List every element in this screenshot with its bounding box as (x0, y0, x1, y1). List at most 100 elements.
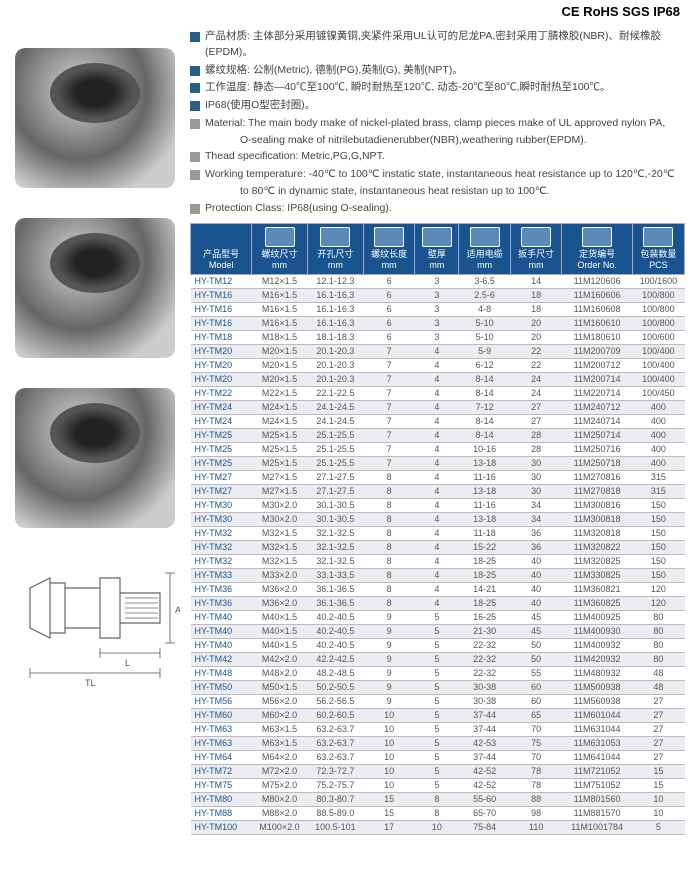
table-row: HY-TM18M18×1.518.1-18.3635-102011M180610… (191, 330, 685, 344)
table-cell: HY-TM27 (191, 470, 252, 484)
table-cell: 80.3-80.7 (307, 792, 363, 806)
spec-text: Thead specification: Metric,PG,G,NPT. (205, 149, 685, 165)
table-cell: 50 (510, 638, 562, 652)
header-cn: 扳手尺寸 (513, 249, 560, 260)
table-cell: 27 (632, 736, 684, 750)
header-cn: 螺纹尺寸 (254, 249, 305, 260)
table-cell: 55 (510, 666, 562, 680)
table-cell: HY-TM25 (191, 428, 252, 442)
table-cell: 22-32 (459, 652, 511, 666)
table-cell: 11M200709 (562, 344, 632, 358)
table-cell: 36 (510, 526, 562, 540)
table-cell: 4 (415, 582, 459, 596)
table-cell: 5 (415, 652, 459, 666)
table-cell: 80 (632, 652, 684, 666)
table-cell: 7 (363, 456, 415, 470)
table-cell: 22-32 (459, 638, 511, 652)
header-icon (422, 227, 452, 247)
header-en: mm (254, 260, 305, 271)
column-header: 扳手尺寸mm (510, 224, 562, 275)
table-cell: 25.1-25.5 (307, 442, 363, 456)
table-cell: 11M400930 (562, 624, 632, 638)
table-cell: 98 (510, 806, 562, 820)
table-cell: 315 (632, 484, 684, 498)
table-cell: 11M601044 (562, 708, 632, 722)
table-cell: 8 (363, 554, 415, 568)
table-cell: 20 (510, 330, 562, 344)
table-cell: 30-38 (459, 694, 511, 708)
table-cell: 4 (415, 470, 459, 484)
table-cell: HY-TM18 (191, 330, 252, 344)
table-cell: HY-TM16 (191, 288, 252, 302)
table-cell: M32×1.5 (252, 526, 308, 540)
table-cell: 5 (415, 694, 459, 708)
table-cell: 110 (510, 820, 562, 834)
table-cell: M25×1.5 (252, 442, 308, 456)
table-cell: 4-8 (459, 302, 511, 316)
table-cell: 40 (510, 568, 562, 582)
header-cn: 定货编号 (564, 249, 629, 260)
table-cell: 6 (363, 302, 415, 316)
table-cell: 32.1-32.5 (307, 526, 363, 540)
table-cell: 8-14 (459, 386, 511, 400)
table-cell: 6 (363, 274, 415, 288)
table-row: HY-TM36M36×2.036.1-36.58414-214011M36082… (191, 582, 685, 596)
table-cell: 15-22 (459, 540, 511, 554)
table-cell: 11M1001784 (562, 820, 632, 834)
bullet-icon (190, 204, 200, 214)
table-cell: 7 (363, 386, 415, 400)
table-cell: 20.1-20.3 (307, 344, 363, 358)
table-row: HY-TM88M88×2.088.5-89.015865-709811M8815… (191, 806, 685, 820)
table-cell: 30 (510, 470, 562, 484)
table-cell: HY-TM24 (191, 414, 252, 428)
header-icon (521, 227, 551, 247)
table-cell: 6 (363, 316, 415, 330)
table-row: HY-TM63M63×1.563.2-63.710542-537511M6310… (191, 736, 685, 750)
table-cell: 42-53 (459, 736, 511, 750)
table-cell: M20×1.5 (252, 372, 308, 386)
table-cell: M16×1.5 (252, 316, 308, 330)
table-cell: 400 (632, 400, 684, 414)
table-row: HY-TM72M72×2.072.3-72.710542-527811M7210… (191, 764, 685, 778)
table-row: HY-TM32M32×1.532.1-32.58418-254011M32082… (191, 554, 685, 568)
table-cell: 14 (510, 274, 562, 288)
table-row: HY-TM16M16×1.516.1-16.3632.5-61811M16060… (191, 288, 685, 302)
dim-tl-label: TL (85, 678, 96, 688)
table-cell: 11M631044 (562, 722, 632, 736)
table-cell: 100/800 (632, 302, 684, 316)
table-cell: HY-TM36 (191, 596, 252, 610)
table-cell: 11M400932 (562, 638, 632, 652)
table-cell: 8 (363, 484, 415, 498)
table-cell: 4 (415, 344, 459, 358)
table-cell: 20 (510, 316, 562, 330)
table-cell: 11M160608 (562, 302, 632, 316)
table-cell: HY-TM16 (191, 302, 252, 316)
table-cell: 70 (510, 750, 562, 764)
table-row: HY-TM16M16×1.516.1-16.3635-102011M160610… (191, 316, 685, 330)
bullet-icon (190, 32, 200, 42)
column-header: 螺纹尺寸mm (252, 224, 308, 275)
table-cell: 400 (632, 414, 684, 428)
spec-text: 螺纹规格: 公制(Metric), 德制(PG),英制(G), 美制(NPT)。 (205, 63, 685, 79)
table-cell: 8 (415, 806, 459, 820)
table-cell: 37-44 (459, 708, 511, 722)
table-cell: M16×1.5 (252, 288, 308, 302)
column-header: 壁厚mm (415, 224, 459, 275)
spec-text: IP68(使用O型密封圈)。 (205, 98, 685, 114)
table-cell: M33×2.0 (252, 568, 308, 582)
table-cell: 27 (632, 694, 684, 708)
header-icon (470, 227, 500, 247)
specs-chinese: 产品材质: 主体部分采用镀镍黄铜,夹紧件采用UL认可的尼龙PA,密封采用丁腈橡胶… (190, 28, 685, 115)
table-cell: 55-60 (459, 792, 511, 806)
table-row: HY-TM32M32×1.532.1-32.58415-223611M32082… (191, 540, 685, 554)
table-row: HY-TM48M48×2.048.2-48.59522-325511M48093… (191, 666, 685, 680)
table-cell: 5 (415, 708, 459, 722)
table-cell: 10 (415, 820, 459, 834)
table-cell: 13-18 (459, 484, 511, 498)
table-cell: 75-84 (459, 820, 511, 834)
table-cell: 37-44 (459, 750, 511, 764)
table-cell: 10 (632, 792, 684, 806)
table-cell: 42.2-42.5 (307, 652, 363, 666)
table-cell: 63.2-63.7 (307, 722, 363, 736)
table-cell: 8 (363, 526, 415, 540)
